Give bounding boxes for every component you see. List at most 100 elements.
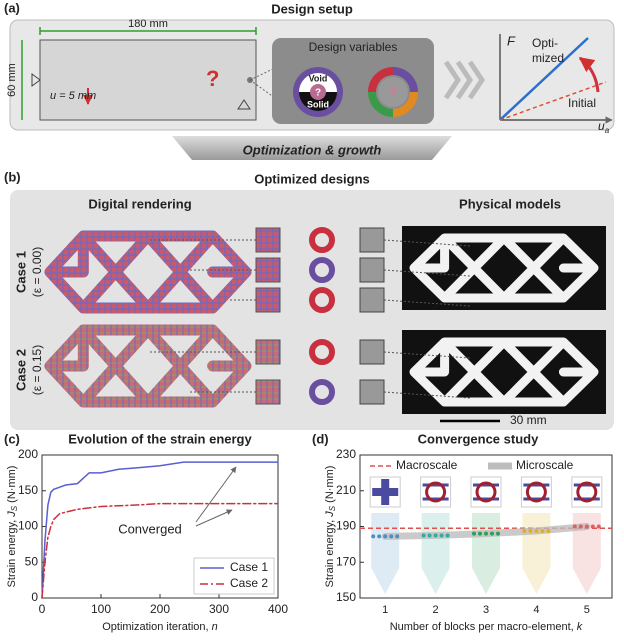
label-unit: (N·mm): [6, 466, 18, 506]
case-param: (ε = 0.00): [30, 247, 44, 297]
panel-label: (d): [312, 431, 329, 446]
ring-seg: [393, 67, 418, 92]
point: [472, 531, 476, 536]
y-tick-label: 100: [18, 519, 38, 533]
leader: [249, 55, 301, 117]
point: [540, 528, 545, 533]
x-axis-sub: a: [605, 126, 610, 135]
glow: [371, 513, 400, 594]
x-tick-label: 4: [533, 604, 539, 616]
leader: [190, 269, 471, 277]
x-axis-label: ua: [598, 119, 610, 135]
block: [255, 257, 281, 283]
center: [310, 84, 326, 100]
point: [427, 533, 432, 538]
y-tick-label: 170: [336, 554, 356, 568]
length-label: 180 mm: [128, 18, 168, 30]
label-sub: S: [328, 505, 337, 511]
point: [389, 534, 394, 539]
legend-label: Macroscale: [396, 458, 458, 472]
icon-pattern: [473, 483, 499, 501]
support: [237, 99, 251, 110]
x-tick-label: 1: [382, 604, 388, 616]
annotation-arrow: [195, 466, 237, 523]
chevrons: [443, 60, 486, 100]
series-line: [41, 461, 279, 599]
point: [584, 524, 589, 529]
truss: [409, 233, 599, 303]
y-tick-label: 150: [18, 483, 38, 497]
y-axis-label: F: [507, 33, 516, 48]
glow: [472, 513, 500, 594]
label-unit: (N·mm): [324, 466, 336, 506]
point: [534, 528, 539, 533]
icon-pattern: [422, 483, 449, 501]
truss: [409, 337, 599, 407]
truss: [44, 324, 252, 408]
series-line: [41, 502, 279, 599]
label-var: k: [577, 621, 583, 633]
gray-block: [359, 339, 385, 365]
optimized-line: [499, 37, 589, 121]
point: [596, 524, 601, 529]
x-tick-label: 2: [433, 604, 439, 616]
point: [383, 534, 388, 539]
icon-pattern: [523, 483, 550, 501]
point-group: [371, 534, 400, 539]
ring: [309, 257, 335, 283]
y-tick-label: 200: [18, 447, 38, 461]
optimized-label: Opti-: [532, 36, 558, 50]
icon-pattern: [372, 479, 399, 505]
icon-ring: [525, 481, 547, 503]
legend-box: [193, 557, 275, 595]
point: [578, 524, 583, 529]
point: [478, 531, 482, 536]
point: [445, 533, 450, 538]
point: [377, 534, 382, 539]
icon-ring: [576, 481, 598, 503]
design-title: Design variables: [309, 40, 398, 54]
point: [395, 534, 400, 539]
point: [371, 534, 376, 539]
scale-label: 30 mm: [510, 413, 547, 427]
gray-block: [359, 287, 385, 313]
support: [31, 73, 41, 87]
point: [590, 524, 595, 529]
x-tick-label: 400: [268, 602, 288, 616]
leader: [150, 351, 471, 359]
beam: [39, 39, 257, 121]
axis-label: Optimization iteration, n: [102, 621, 218, 633]
x-tick-label: 300: [209, 602, 229, 616]
annotation: Converged: [118, 521, 182, 536]
panel-label: (c): [4, 431, 20, 446]
point: [439, 533, 444, 538]
gray-block: [359, 379, 385, 405]
leader: [150, 239, 471, 247]
axis-label: Strain energy, JS (N·mm): [6, 466, 19, 588]
point: [496, 531, 500, 536]
chart-title: Evolution of the strain energy: [68, 431, 252, 446]
solid-label: Solid: [307, 99, 329, 109]
x-tick-label: 0: [39, 602, 46, 616]
label-text: Strain energy,: [324, 517, 336, 588]
glow: [522, 513, 551, 594]
ring-seg: [393, 92, 418, 117]
axis-label: Strain energy, JS (N·mm): [324, 466, 337, 588]
label-var: J: [324, 511, 336, 518]
point: [484, 531, 488, 536]
block: [255, 287, 281, 313]
point: [522, 528, 527, 533]
icon-ring: [425, 481, 447, 503]
x-tick-label: 100: [91, 602, 111, 616]
ring-seg: [368, 67, 393, 92]
point-group: [421, 533, 450, 538]
point-group: [572, 524, 601, 529]
y-tick-label: 230: [336, 447, 356, 461]
load-label: u = 5 mm: [50, 90, 96, 102]
y-tick-label: 150: [336, 590, 356, 604]
truss: [44, 230, 252, 314]
icon-ring: [475, 481, 497, 503]
axis-label: Number of blocks per macro-element, k: [390, 621, 583, 633]
x-axis-var: u: [598, 119, 605, 133]
